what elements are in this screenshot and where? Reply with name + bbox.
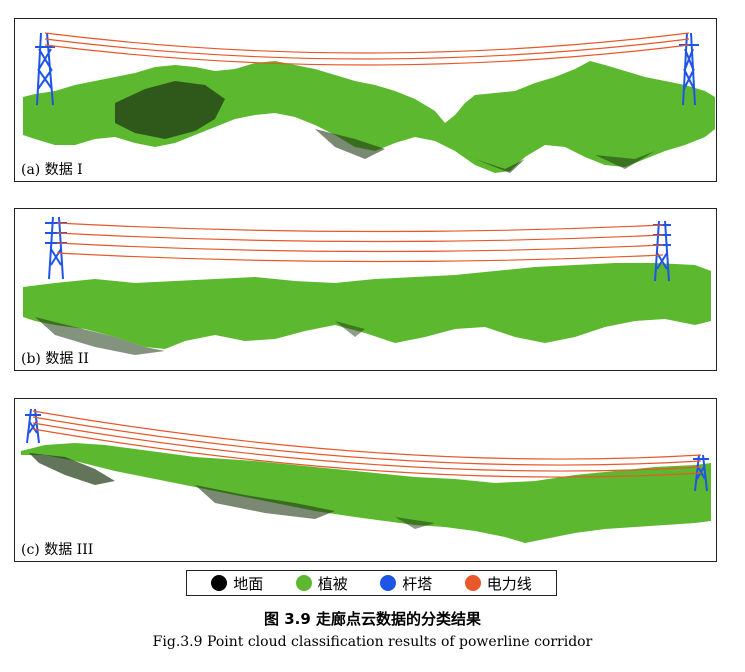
- point-cloud-b: [23, 216, 711, 355]
- legend-item-tower: 杆塔: [380, 573, 432, 594]
- legend-item-vegetation: 植被: [295, 573, 348, 594]
- legend-label: 杆塔: [402, 574, 433, 593]
- tower-left-b: [45, 216, 67, 280]
- legend: 地面 植被 杆塔 电力线: [186, 570, 557, 596]
- powerlines-a: [44, 32, 690, 66]
- panel-label-a: (a) 数据 I: [19, 162, 85, 178]
- vegetation-dot-icon: [295, 575, 312, 591]
- panel-label-c: (c) 数据 III: [19, 542, 96, 558]
- legend-item-powerline: 电力线: [464, 573, 532, 594]
- ground-dot-icon: [211, 575, 228, 591]
- figure-caption-english: Fig.3.9 Point cloud classification resul…: [152, 634, 593, 650]
- powerlines-b: [56, 222, 664, 263]
- panel-label-b: (b) 数据 II: [19, 351, 91, 367]
- panel-a: (a) 数据 I: [14, 18, 717, 182]
- powerlines-c: [32, 410, 702, 478]
- legend-item-ground: 地面: [211, 573, 263, 594]
- tower-dot-icon: [380, 575, 397, 591]
- figure-caption-chinese: 图 3.9 走廊点云数据的分类结果: [263, 610, 482, 628]
- tower-left-c: [25, 408, 41, 444]
- tower-left-a: [35, 32, 55, 106]
- powerline-dot-icon: [464, 575, 481, 591]
- panel-b: (b) 数据 II: [14, 208, 717, 371]
- panel-c: (c) 数据 III: [14, 398, 717, 562]
- point-cloud-c: [21, 408, 711, 543]
- legend-label: 地面: [233, 574, 264, 593]
- legend-label: 植被: [317, 574, 348, 593]
- point-cloud-a: [23, 32, 715, 173]
- tower-right-a: [679, 32, 699, 106]
- legend-label: 电力线: [486, 574, 532, 593]
